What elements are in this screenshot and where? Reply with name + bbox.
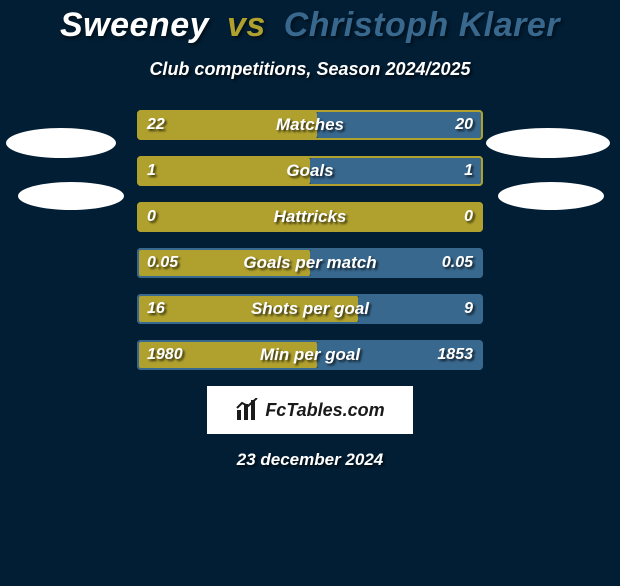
decorative-oval bbox=[486, 128, 610, 158]
stat-row: 11Goals bbox=[137, 156, 483, 186]
stat-row: 169Shots per goal bbox=[137, 294, 483, 324]
stat-value-left: 22 bbox=[137, 110, 175, 140]
stat-bar-left bbox=[137, 202, 483, 232]
player1-name: Sweeney bbox=[60, 6, 209, 44]
chart-icon bbox=[235, 398, 259, 422]
player2-name: Christoph Klarer bbox=[284, 6, 560, 44]
stat-value-left: 0 bbox=[137, 202, 166, 232]
stat-value-right: 1853 bbox=[427, 340, 483, 370]
stat-row: 2220Matches bbox=[137, 110, 483, 140]
stat-value-left: 0.05 bbox=[137, 248, 188, 278]
decorative-oval bbox=[498, 182, 604, 210]
decorative-oval bbox=[18, 182, 124, 210]
snapshot-date: 23 december 2024 bbox=[0, 450, 620, 470]
stat-value-right: 1 bbox=[454, 156, 483, 186]
stat-row: 00Hattricks bbox=[137, 202, 483, 232]
stat-value-right: 0.05 bbox=[432, 248, 483, 278]
stat-row: 0.050.05Goals per match bbox=[137, 248, 483, 278]
stat-row: 19801853Min per goal bbox=[137, 340, 483, 370]
stat-value-left: 1980 bbox=[137, 340, 193, 370]
vs-label: vs bbox=[227, 6, 266, 44]
stat-value-right: 20 bbox=[445, 110, 483, 140]
stat-value-right: 9 bbox=[454, 294, 483, 324]
comparison-title: Sweeney vs Christoph Klarer bbox=[0, 6, 620, 45]
subtitle: Club competitions, Season 2024/2025 bbox=[0, 59, 620, 80]
decorative-oval bbox=[6, 128, 116, 158]
stat-value-left: 1 bbox=[137, 156, 166, 186]
logo-text: FcTables.com bbox=[265, 400, 384, 421]
fctables-logo: FcTables.com bbox=[207, 386, 413, 434]
stat-value-left: 16 bbox=[137, 294, 175, 324]
stat-value-right: 0 bbox=[454, 202, 483, 232]
